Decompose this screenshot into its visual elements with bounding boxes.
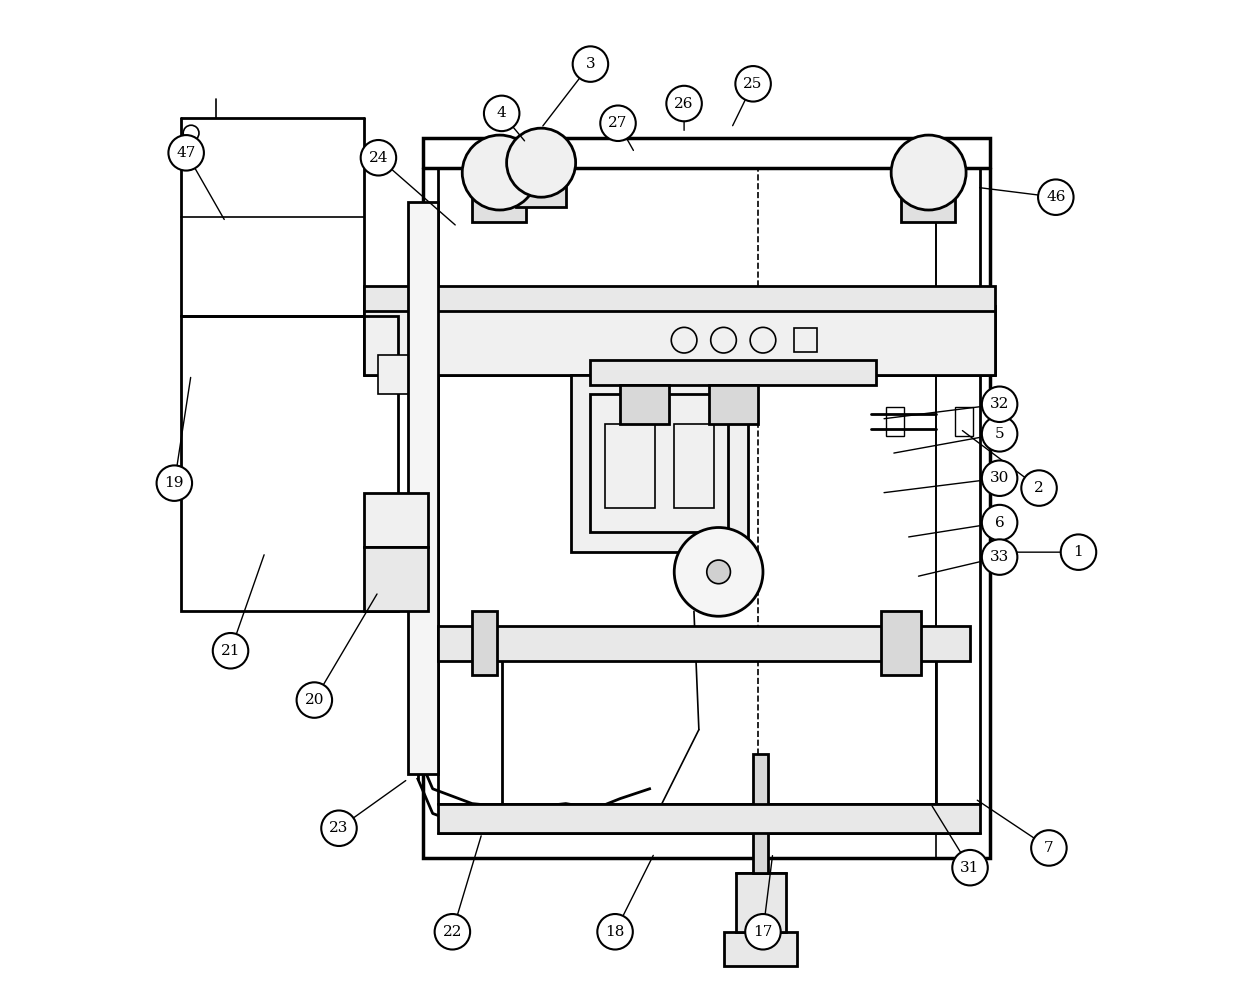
- Text: 47: 47: [176, 146, 196, 160]
- Text: 2: 2: [1034, 481, 1044, 495]
- Circle shape: [598, 914, 632, 950]
- Circle shape: [1032, 830, 1066, 866]
- Bar: [408, 202, 438, 774]
- Text: 46: 46: [1047, 190, 1065, 204]
- Circle shape: [707, 560, 730, 584]
- Circle shape: [484, 96, 520, 131]
- Circle shape: [982, 505, 1017, 540]
- Text: 24: 24: [368, 151, 388, 165]
- Text: 3: 3: [585, 57, 595, 71]
- Bar: [620, 385, 670, 424]
- Text: 17: 17: [753, 925, 773, 939]
- Text: 20: 20: [305, 693, 324, 707]
- Circle shape: [507, 128, 575, 197]
- Circle shape: [1022, 470, 1056, 506]
- Bar: [438, 804, 980, 833]
- Bar: [363, 286, 994, 311]
- Bar: [363, 306, 994, 375]
- Bar: [570, 375, 748, 552]
- Bar: [363, 547, 428, 611]
- Text: 4: 4: [497, 106, 507, 120]
- Circle shape: [296, 682, 332, 718]
- Bar: [472, 611, 497, 675]
- Circle shape: [982, 416, 1017, 452]
- Circle shape: [321, 810, 357, 846]
- Circle shape: [463, 135, 537, 210]
- Bar: [438, 626, 970, 661]
- Circle shape: [361, 140, 396, 176]
- Circle shape: [982, 460, 1017, 496]
- Text: 30: 30: [990, 471, 1009, 485]
- Text: 7: 7: [1044, 841, 1054, 855]
- Bar: [423, 138, 990, 858]
- Circle shape: [735, 66, 771, 102]
- Text: 19: 19: [165, 476, 184, 490]
- Bar: [794, 328, 817, 352]
- Text: 31: 31: [960, 861, 980, 875]
- Bar: [378, 355, 428, 394]
- Circle shape: [169, 135, 203, 171]
- Circle shape: [666, 86, 702, 121]
- Bar: [887, 407, 904, 436]
- Bar: [517, 187, 565, 207]
- Bar: [955, 407, 973, 436]
- Circle shape: [1038, 179, 1074, 215]
- Text: 6: 6: [994, 516, 1004, 529]
- Bar: [723, 932, 797, 966]
- Text: 32: 32: [990, 397, 1009, 411]
- Text: 1: 1: [1074, 545, 1084, 559]
- Bar: [753, 754, 768, 873]
- Circle shape: [892, 135, 966, 210]
- Bar: [363, 493, 428, 547]
- Text: 26: 26: [675, 97, 694, 110]
- Text: 27: 27: [609, 116, 627, 130]
- Text: 21: 21: [221, 644, 241, 658]
- Circle shape: [952, 850, 988, 885]
- Circle shape: [573, 46, 608, 82]
- Bar: [590, 360, 877, 385]
- Circle shape: [745, 914, 781, 950]
- Bar: [181, 316, 398, 611]
- Circle shape: [1060, 534, 1096, 570]
- Circle shape: [600, 106, 636, 141]
- Bar: [472, 197, 526, 222]
- Bar: [737, 873, 786, 932]
- Bar: [882, 611, 921, 675]
- Circle shape: [435, 914, 470, 950]
- Circle shape: [156, 465, 192, 501]
- Bar: [675, 424, 714, 508]
- Circle shape: [675, 528, 763, 616]
- Circle shape: [982, 387, 1017, 422]
- Text: 18: 18: [605, 925, 625, 939]
- Text: 25: 25: [744, 77, 763, 91]
- Text: 22: 22: [443, 925, 463, 939]
- Circle shape: [213, 633, 248, 669]
- Text: 23: 23: [330, 821, 348, 835]
- Bar: [709, 385, 758, 424]
- Text: 5: 5: [994, 427, 1004, 441]
- Bar: [590, 394, 728, 532]
- Text: 33: 33: [990, 550, 1009, 564]
- Circle shape: [982, 539, 1017, 575]
- Bar: [901, 197, 955, 222]
- Bar: [605, 424, 655, 508]
